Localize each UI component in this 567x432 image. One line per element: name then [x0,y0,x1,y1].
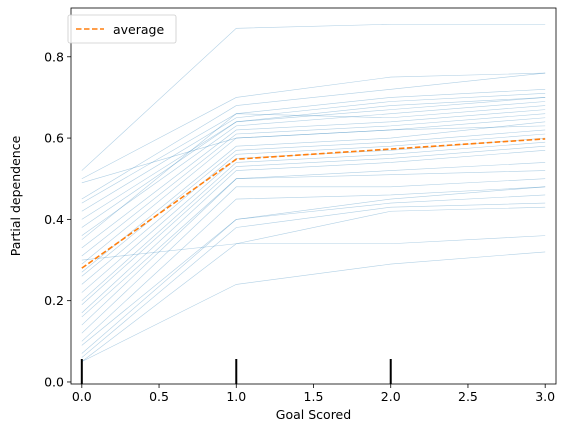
legend-average-label: average [113,22,164,37]
y-tick-label: 0.8 [44,49,64,64]
x-tick-label: 0.0 [72,389,92,404]
ice-line [81,133,546,285]
ice-line [81,105,546,240]
y-axis-ticks: 0.0 0.2 0.4 0.6 0.8 [44,49,71,389]
ice-line [81,117,546,265]
ice-line [81,97,546,220]
ice-line [81,129,546,277]
ice-line [81,72,546,200]
x-tick-label: 1.5 [304,389,324,404]
ice-line [81,72,546,179]
x-tick-label: 0.5 [149,389,169,404]
rug-marks [80,359,392,384]
ice-line [81,170,546,326]
ice-line [81,162,546,318]
y-axis-label: Partial dependence [8,135,23,256]
ice-line [81,186,546,342]
ice-line [81,202,546,358]
ice-line [81,109,546,249]
ice-line [81,149,546,314]
ice-line [81,97,546,228]
average-line-group [81,138,546,269]
legend-box [67,14,177,44]
y-tick-label: 0.4 [44,212,64,227]
plot-area [80,23,546,384]
ice-lines [81,23,546,362]
ice-line [81,235,546,261]
ice-line [81,113,546,257]
ice-line [81,194,546,354]
ice-line [81,23,546,171]
x-axis-ticks: 0.0 0.5 1.0 1.5 2.0 2.5 3.0 [72,384,555,404]
y-tick-label: 0.6 [44,131,64,146]
y-tick-label: 0.2 [44,293,64,308]
x-tick-label: 2.0 [381,389,401,404]
ice-line [81,125,546,184]
x-tick-label: 1.0 [226,389,246,404]
ice-line [81,186,546,346]
ice-line [81,101,546,236]
y-tick-label: 0.0 [44,374,64,389]
ice-line [81,141,546,301]
x-tick-label: 2.5 [458,389,478,404]
ice-line [81,93,546,212]
axes-frame [70,7,557,385]
ice-line [81,178,546,334]
ice-line [81,89,546,204]
ice-line [81,121,546,273]
ice-line [81,206,546,362]
average-line [81,138,546,269]
ice-line [81,145,546,305]
legend: average [67,14,177,44]
x-axis-label: Goal Scored [276,407,351,422]
x-tick-label: 3.0 [535,389,555,404]
ice-line [81,251,546,362]
